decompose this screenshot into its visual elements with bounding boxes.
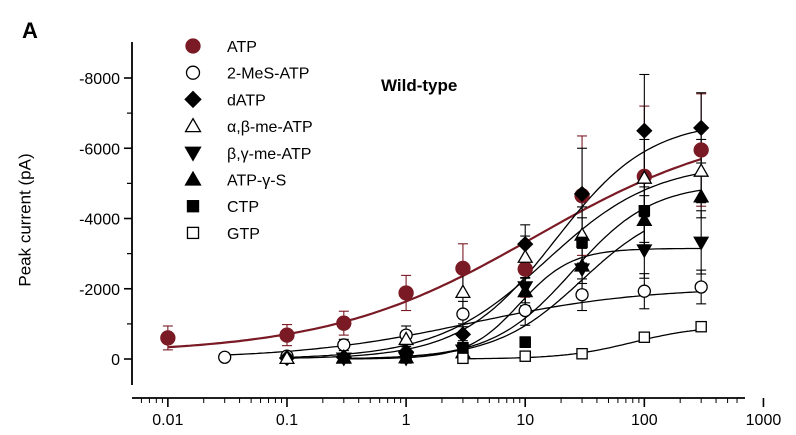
x-tick-label: 0.1 xyxy=(276,412,298,429)
legend-label: 2-MeS-ATP xyxy=(227,66,309,83)
legend-marker xyxy=(184,90,202,109)
legend-marker xyxy=(185,65,201,80)
data-point xyxy=(398,331,415,346)
y-tick-label: -6000 xyxy=(79,141,120,158)
data-point xyxy=(693,162,710,177)
data-point xyxy=(575,288,589,302)
data-point xyxy=(693,119,710,136)
legend-marker xyxy=(184,146,202,162)
data-point xyxy=(636,244,653,259)
legend-marker xyxy=(186,226,200,240)
data-point xyxy=(336,315,352,331)
data-point xyxy=(637,284,651,298)
data-point xyxy=(694,280,708,294)
data-point xyxy=(454,284,471,299)
legend-label: ATP xyxy=(227,39,257,56)
fit-curve xyxy=(287,129,702,359)
data-point xyxy=(573,185,591,203)
data-point xyxy=(335,349,352,364)
data-point xyxy=(638,205,651,217)
data-point xyxy=(400,352,412,364)
data-point xyxy=(576,347,588,360)
x-tick-label: 0.01 xyxy=(152,412,183,429)
panel-label: A xyxy=(22,18,38,43)
data-point xyxy=(454,326,472,343)
data-point xyxy=(695,320,707,333)
legend-marker xyxy=(184,117,202,133)
legend-label: CTP xyxy=(227,199,259,216)
data-point xyxy=(519,350,531,362)
fit-curve xyxy=(167,158,702,349)
data-point xyxy=(636,169,653,184)
y-tick-label: -2000 xyxy=(79,282,120,299)
data-point xyxy=(456,307,470,321)
data-point xyxy=(636,212,653,227)
chart-subtitle: Wild-type xyxy=(381,76,458,95)
data-point xyxy=(693,188,710,203)
legend-marker xyxy=(186,200,200,213)
data-point xyxy=(574,257,591,272)
x-tick-label: 10 xyxy=(516,412,534,429)
legend-marker xyxy=(184,170,202,186)
data-point xyxy=(636,122,653,139)
data-point xyxy=(457,352,469,365)
data-point xyxy=(693,236,710,251)
fit-curve xyxy=(286,172,702,358)
x-tick-label: 1 xyxy=(402,412,411,429)
data-point xyxy=(455,260,471,277)
data-point xyxy=(457,342,469,354)
data-point xyxy=(160,330,176,346)
legend-label: ATP-γ-S xyxy=(227,173,286,190)
data-point xyxy=(517,248,534,263)
data-point xyxy=(218,350,232,364)
y-tick-label: -8000 xyxy=(79,71,120,88)
y-tick-label: 0 xyxy=(111,352,120,369)
y-tick-label: -4000 xyxy=(79,212,120,229)
data-point xyxy=(398,285,414,301)
legend-label: dATP xyxy=(227,92,266,109)
x-tick-label: 100 xyxy=(631,412,658,429)
data-point xyxy=(519,336,531,348)
legend-label: α,β-me-ATP xyxy=(227,119,313,136)
data-point xyxy=(278,350,296,365)
data-point xyxy=(279,327,295,343)
legend-label: GTP xyxy=(227,226,260,243)
data-point xyxy=(518,303,532,318)
legend-label: β,γ-me-ATP xyxy=(227,146,311,163)
data-point xyxy=(517,283,534,298)
data-point xyxy=(693,142,709,158)
legend-marker xyxy=(185,38,201,54)
data-point xyxy=(517,261,533,277)
x-tick-label: 1000 xyxy=(746,412,782,429)
data-point xyxy=(576,236,588,249)
data-point xyxy=(638,331,651,343)
